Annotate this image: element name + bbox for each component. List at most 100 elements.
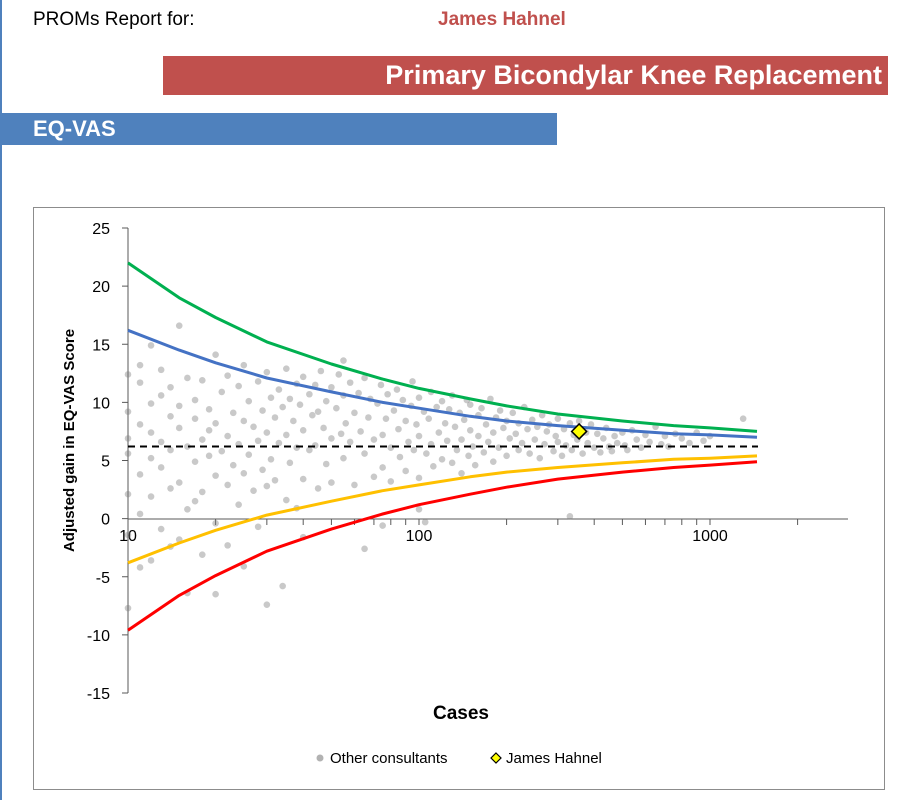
scatter-point xyxy=(340,454,347,462)
scatter-point xyxy=(409,378,416,385)
scatter-point xyxy=(500,424,507,432)
scatter-point xyxy=(191,497,199,505)
scatter-point xyxy=(584,439,592,447)
scatter-point xyxy=(136,379,144,386)
scatter-point xyxy=(495,444,503,452)
control-limit-upper-outer xyxy=(127,261,758,433)
scatter-point xyxy=(441,420,449,427)
legend-marker-james-hahnel xyxy=(490,752,502,764)
scatter-point xyxy=(382,415,390,422)
scatter-point xyxy=(245,451,253,458)
scatter-point xyxy=(240,469,248,477)
scatter-point xyxy=(286,459,294,467)
scatter-point xyxy=(205,452,213,460)
scatter-point xyxy=(198,376,206,384)
scatter-point xyxy=(309,411,316,419)
section-banner: EQ-VAS xyxy=(0,113,557,145)
report-label: PROMs Report for: xyxy=(33,9,195,30)
scatter-point xyxy=(466,426,474,434)
scatter-point xyxy=(224,481,231,489)
highlight-point xyxy=(570,422,588,440)
scatter-point xyxy=(283,496,290,504)
scatter-point xyxy=(240,562,248,570)
scatter-point xyxy=(175,322,183,329)
scatter-point xyxy=(245,397,253,405)
scatter-point xyxy=(198,488,206,496)
chart-frame: 25 20 15 10 5 0 -5 -10 -15 10 100 1000 Adjusted gain… xyxy=(33,207,885,790)
scatter-point xyxy=(443,437,451,445)
scatter-point xyxy=(147,342,155,349)
legend-label-other-consultants: Other consultants xyxy=(330,750,448,767)
scatter-point xyxy=(435,429,443,436)
scatter-point xyxy=(275,386,283,393)
y-tick-label: 10 xyxy=(92,395,110,412)
y-tick-label: 20 xyxy=(92,279,110,296)
scatter-point xyxy=(157,366,165,374)
scatter-point xyxy=(124,408,132,415)
scatter-point xyxy=(136,421,144,428)
scatter-point xyxy=(124,371,132,378)
scatter-point xyxy=(423,450,430,457)
scatter-point xyxy=(191,458,199,465)
scatter-point xyxy=(175,402,183,410)
y-axis-title: Adjusted gain in EQ-VAS Score xyxy=(61,329,78,552)
scatter-point xyxy=(218,388,226,396)
scatter-point xyxy=(597,449,604,456)
scatter-point xyxy=(448,459,456,467)
legend-marker-other-consultants xyxy=(316,754,324,762)
scatter-point xyxy=(575,417,583,425)
scatter-point xyxy=(365,414,372,421)
scatter-point xyxy=(453,446,461,454)
scatter-point xyxy=(212,351,219,359)
legend-label-james-hahnel: James Hahnel xyxy=(506,750,602,767)
scatter-point xyxy=(184,506,191,513)
scatter-point xyxy=(124,435,132,442)
scatter-point xyxy=(531,436,539,443)
scatter-point xyxy=(451,423,459,431)
scatter-point xyxy=(458,469,465,477)
left-margin-rule xyxy=(0,0,2,800)
scatter-point xyxy=(205,426,213,434)
scatter-point xyxy=(250,423,257,431)
scatter-point xyxy=(433,403,440,411)
y-tick-label: -10 xyxy=(87,628,110,645)
x-axis-title: Cases xyxy=(433,703,489,724)
scatter-point xyxy=(136,510,144,518)
scatter-point xyxy=(536,454,544,462)
scatter-point xyxy=(147,557,155,564)
scatter-point xyxy=(147,400,155,407)
scatter-point xyxy=(306,446,313,454)
scatter-point xyxy=(562,442,570,449)
scatter-point xyxy=(328,479,335,486)
scatter-point xyxy=(293,444,301,452)
scatter-point xyxy=(646,438,653,446)
scatter-point xyxy=(212,420,219,427)
scatter-point xyxy=(286,395,294,403)
scatter-point xyxy=(157,525,165,533)
scatter-point xyxy=(566,513,574,520)
scatter-point xyxy=(157,438,165,446)
scatter-point xyxy=(518,439,526,447)
scatter-point xyxy=(496,407,504,414)
scatter-point xyxy=(296,401,304,408)
scatter-point xyxy=(254,437,262,445)
scatter-point xyxy=(528,416,536,424)
scatter-point xyxy=(157,464,165,471)
scatter-point xyxy=(594,430,601,438)
scatter-point xyxy=(136,564,144,571)
scatter-point xyxy=(438,456,446,463)
x-tick-label: 10 xyxy=(119,528,137,545)
scatter-point xyxy=(357,428,364,435)
section-title: EQ-VAS xyxy=(33,116,116,141)
control-limit-upper-inner xyxy=(127,328,758,439)
scatter-point xyxy=(506,435,514,442)
scatter-point xyxy=(299,475,307,483)
scatter-point xyxy=(224,542,231,549)
y-tick-label: 0 xyxy=(101,512,110,529)
scatter-point xyxy=(377,381,385,389)
scatter-point xyxy=(254,378,262,385)
scatter-point xyxy=(590,444,598,452)
scatter-point xyxy=(633,436,641,443)
scatter-point xyxy=(489,429,497,436)
y-tick-label: 15 xyxy=(92,337,110,354)
